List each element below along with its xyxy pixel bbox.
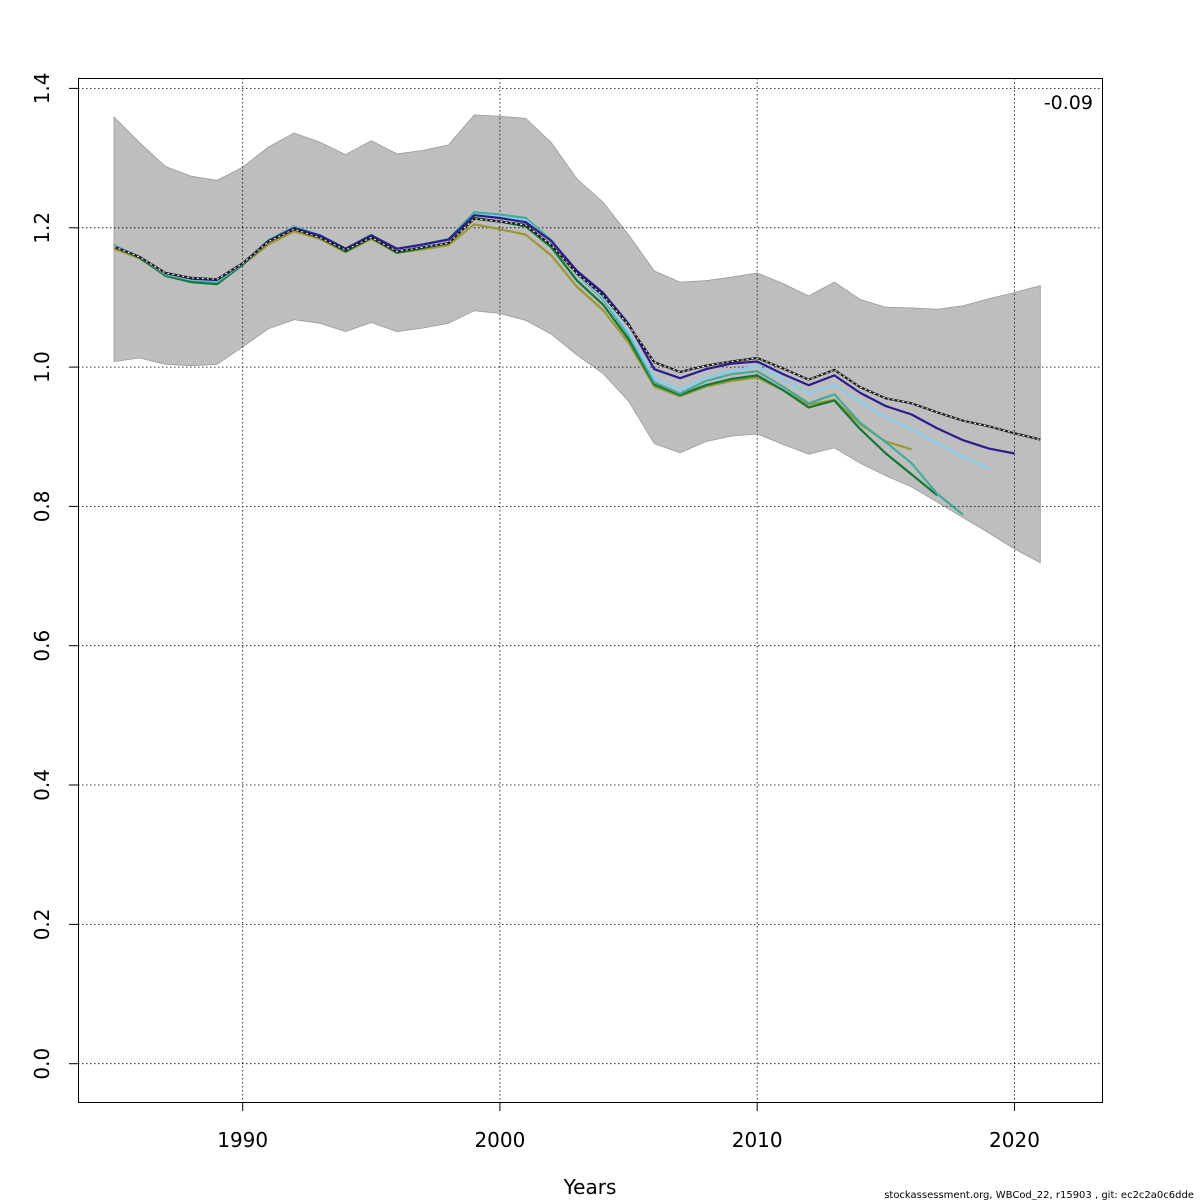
y-tick-label: 1.2 [30, 212, 54, 244]
y-tick-label: 1.0 [30, 351, 54, 383]
confidence-band [113, 114, 1041, 564]
y-tick-label: 0.4 [30, 769, 54, 801]
series-line-dash-overlay [113, 218, 1041, 440]
x-tick-label: 2000 [474, 1128, 525, 1152]
y-tick-label: 0.0 [30, 1048, 54, 1080]
grid-layer [78, 78, 1102, 1102]
y-tick-label: 1.4 [30, 72, 54, 104]
x-tick-label: 2020 [989, 1128, 1040, 1152]
y-tick-label: 0.2 [30, 908, 54, 940]
x-axis-title: Years [563, 1175, 617, 1199]
corner-annotation: -0.09 [1044, 92, 1093, 114]
axis-layer: 1990 2000 2010 2020 0.0 0.2 0.4 0.6 0.8 1.0 1.2 1.4 [30, 72, 1040, 1152]
confidence-band-layer [113, 114, 1041, 564]
y-tick-label: 0.8 [30, 490, 54, 522]
footer-note: stockassessment.org, WBCod_22, r15903 , … [884, 1190, 1194, 1200]
series-layer [113, 211, 1041, 516]
x-tick-label: 1990 [217, 1128, 268, 1152]
x-tick-label: 2010 [732, 1128, 783, 1152]
plot-frame [78, 78, 1103, 1103]
y-tick-label: 0.6 [30, 630, 54, 662]
